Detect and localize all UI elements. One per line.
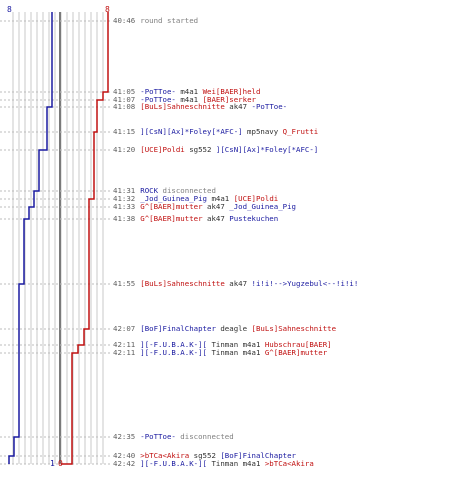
event-row: 41:38 G^[BAER]mutter ak47 Pustekuchen xyxy=(113,215,278,223)
event-row: 41:08 [BuLs]Sahneschnitte ak47 -PoTToe- xyxy=(113,103,287,111)
killer-name: ][-F.U.B.A.K-][ xyxy=(140,340,207,349)
event-time: 42:07 xyxy=(113,324,136,333)
weapon-name: mp5navy xyxy=(247,127,279,136)
killer-name: ][-F.U.B.A.K-][ xyxy=(140,459,207,468)
event-row: 42:07 [BoF]FinalChapter deagle [BuLs]Sahn… xyxy=(113,325,336,333)
event-time: 41:08 xyxy=(113,102,136,111)
killer-name: _Jod_Guinea_Pig xyxy=(140,194,207,203)
event-time: 41:05 xyxy=(113,87,136,96)
event-time: 41:31 xyxy=(113,186,136,195)
event-row: 41:20 [UCE]Poldi sg552 ][CsN][Ax]*Foley[*… xyxy=(113,146,318,154)
event-note: round started xyxy=(140,16,199,25)
victim-name: [BAER]serker xyxy=(202,95,256,104)
event-row: 42:35 -PoTToe- disconnected xyxy=(113,433,234,441)
weapon-name: sg552 xyxy=(193,451,216,460)
event-time: 41:07 xyxy=(113,95,136,104)
weapon-name: m4a1 xyxy=(180,87,199,96)
event-note: disconnected xyxy=(175,432,234,441)
red-team-alive-line xyxy=(61,12,109,465)
event-time: 41:55 xyxy=(113,279,136,288)
weapon-name: sg552 xyxy=(189,145,212,154)
weapon-name: m4a1 xyxy=(180,95,199,104)
victim-name: G^[BAER]mutter xyxy=(264,348,328,357)
victim-name: _Jod_Guinea_Pig xyxy=(229,202,297,211)
weapon-name: deagle xyxy=(220,324,248,333)
weapon-name: ak47 xyxy=(229,102,248,111)
event-time: 42:40 xyxy=(113,451,136,460)
event-row: 42:11 ][-F.U.B.A.K-][ Tinman m4a1 Hubschr… xyxy=(113,341,332,349)
event-time: 42:11 xyxy=(113,348,136,357)
event-row: 41:31 ROCK disconnected xyxy=(113,187,216,195)
weapon-name: ak47 xyxy=(207,214,225,223)
killer-name: [BuLs]Sahneschnitte xyxy=(140,102,225,111)
event-time: 41:15 xyxy=(113,127,136,136)
victim-name: [BuLs]Sahneschnitte xyxy=(251,324,337,333)
event-time: 41:32 xyxy=(113,194,136,203)
event-time: 41:33 xyxy=(113,202,136,211)
event-time: 40:46 xyxy=(113,16,136,25)
victim-name: ][CsN][Ax]*Foley[*AFC-] xyxy=(215,145,319,154)
weapon-name: ak47 xyxy=(207,202,225,211)
victim-name: Hubschrau[BAER] xyxy=(264,340,332,349)
event-time: 42:11 xyxy=(113,340,136,349)
event-time: 41:38 xyxy=(113,214,136,223)
weapon-name: Tinman m4a1 xyxy=(211,340,261,349)
victim-name: Wei[BAER]held xyxy=(202,87,261,96)
player-name: -PoTToe- xyxy=(140,432,176,441)
blue-team-alive-line xyxy=(8,12,53,464)
victim-name: Q_Frutti xyxy=(282,127,319,136)
killer-name: [BuLs]Sahneschnitte xyxy=(140,279,225,288)
weapon-name: Tinman m4a1 xyxy=(211,459,261,468)
killer-name: >bTCa<Akira xyxy=(140,451,190,460)
event-note: disconnected xyxy=(158,186,216,195)
event-time: 41:20 xyxy=(113,145,136,154)
killer-name: ][CsN][Ax]*Foley[*AFC-] xyxy=(140,127,243,136)
killer-name: G^[BAER]mutter xyxy=(140,202,203,211)
event-row: 41:05 -PoTToe- m4a1 Wei[BAER]held xyxy=(113,88,260,96)
killer-name: ][-F.U.B.A.K-][ xyxy=(140,348,207,357)
victim-name: Pustekuchen xyxy=(229,214,279,223)
killer-name: G^[BAER]mutter xyxy=(140,214,203,223)
event-row: 41:07 -PoTToe- m4a1 [BAER]serker xyxy=(113,96,256,104)
red-end-count: 0 xyxy=(58,459,63,468)
victim-name: [UCE]Poldi xyxy=(233,194,279,203)
event-row: 42:42 ][-F.U.B.A.K-][ Tinman m4a1 >bTCa<A… xyxy=(113,460,314,468)
event-row: 41:15 ][CsN][Ax]*Foley[*AFC-] mp5navy Q_F… xyxy=(113,128,318,136)
red-start-count: 8 xyxy=(105,5,110,14)
victim-name: [BoF]FinalChapter xyxy=(220,451,297,460)
event-time: 42:35 xyxy=(113,432,136,441)
killer-name: [BoF]FinalChapter xyxy=(140,324,216,333)
event-row: 41:32 _Jod_Guinea_Pig m4a1 [UCE]Poldi xyxy=(113,195,278,203)
weapon-name: m4a1 xyxy=(211,194,230,203)
player-name: ROCK xyxy=(140,186,159,195)
event-time: 42:42 xyxy=(113,459,136,468)
event-row: 41:55 [BuLs]Sahneschnitte ak47 !i!i!-->Yu… xyxy=(113,280,358,288)
event-row: 42:11 ][-F.U.B.A.K-][ Tinman m4a1 G^[BAER… xyxy=(113,349,327,357)
killer-name: -PoTToe- xyxy=(140,95,176,104)
weapon-name: ak47 xyxy=(229,279,248,288)
victim-name: !i!i!-->Yugzebul<--!i!i! xyxy=(251,279,359,288)
event-row: 40:46 round started xyxy=(113,17,198,25)
event-row: 42:40 >bTCa<Akira sg552 [BoF]FinalChapter xyxy=(113,452,296,460)
killer-name: [UCE]Poldi xyxy=(140,145,185,154)
blue-start-count: 8 xyxy=(7,5,12,14)
victim-name: >bTCa<Akira xyxy=(264,459,314,468)
event-row: 41:33 G^[BAER]mutter ak47 _Jod_Guinea_Pig xyxy=(113,203,296,211)
victim-name: -PoTToe- xyxy=(251,102,288,111)
killer-name: -PoTToe- xyxy=(140,87,176,96)
blue-end-count: 1 xyxy=(50,459,55,468)
weapon-name: Tinman m4a1 xyxy=(211,348,261,357)
